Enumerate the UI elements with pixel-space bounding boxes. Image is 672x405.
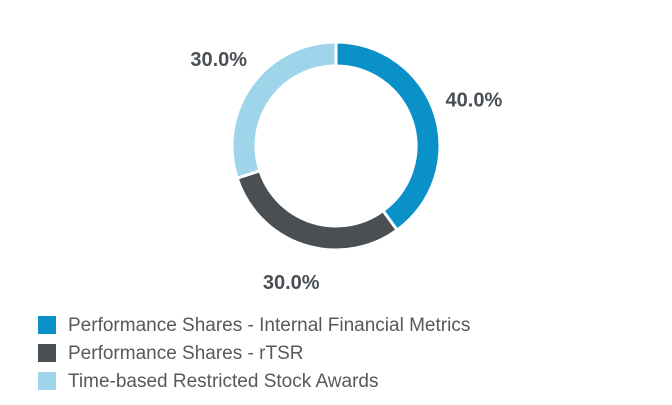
legend-swatch [38, 316, 56, 334]
legend-swatch [38, 344, 56, 362]
legend-label: Performance Shares - rTSR [68, 343, 303, 364]
donut-segment [235, 168, 400, 252]
value-label: 30.0% [263, 272, 320, 294]
legend-swatch [38, 372, 56, 390]
value-label: 30.0% [190, 49, 247, 71]
donut-segment [334, 40, 442, 233]
legend-label: Time-based Restricted Stock Awards [68, 371, 378, 392]
legend-label: Performance Shares - Internal Financial … [68, 315, 470, 336]
value-label: 40.0% [446, 89, 503, 111]
donut-segment [230, 40, 338, 181]
